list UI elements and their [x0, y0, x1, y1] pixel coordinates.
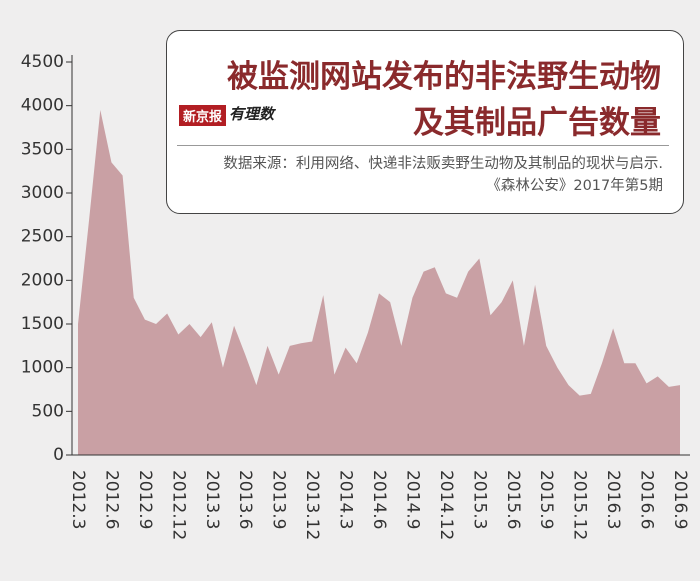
x-tick-label: 2014.6: [369, 470, 389, 529]
x-tick-label: 2015.6: [503, 470, 523, 529]
y-tick-label: 3000: [21, 183, 64, 203]
x-tick-label: 2014.3: [336, 470, 356, 529]
x-tick-label: 2012.9: [135, 470, 155, 529]
x-tick-label: 2013.12: [302, 470, 322, 540]
x-tick-label: 2013.9: [269, 470, 289, 529]
x-tick-label: 2015.12: [570, 470, 590, 540]
x-tick-label: 2012.6: [101, 470, 121, 529]
y-tick-label: 2500: [21, 227, 64, 247]
y-tick-label: 500: [32, 401, 64, 421]
y-tick-label: 4000: [21, 96, 64, 116]
x-tick-label: 2015.9: [536, 470, 556, 529]
brand: 新京报: [179, 105, 227, 126]
x-tick-label: 2016.3: [603, 470, 623, 529]
x-tick-label: 2014.9: [402, 470, 422, 529]
y-tick-label: 0: [53, 445, 64, 465]
x-tick-label: 2012.3: [68, 470, 88, 529]
title-box: 被监测网站发布的非法野生动物 新京报 有理数 及其制品广告数量 数据来源：利用网…: [166, 30, 684, 214]
source: 数据来源：利用网络、快递非法贩卖野生动物及其制品的现状与启示.《森林公安》201…: [223, 156, 663, 194]
chart-subtitle: 及其制品广告数量: [413, 105, 661, 141]
y-tick-label: 4500: [21, 52, 64, 72]
y-tick-label: 3500: [21, 139, 64, 159]
y-tick-label: 2000: [21, 270, 64, 290]
y-tick-label: 1000: [21, 358, 64, 378]
x-tick-label: 2015.3: [469, 470, 489, 529]
x-tick-label: 2014.12: [436, 470, 456, 540]
brand-sub: 有理数: [229, 105, 275, 123]
x-tick-label: 2016.9: [670, 470, 690, 529]
chart-title: 被监测网站发布的非法野生动物: [227, 59, 661, 95]
x-tick-label: 2016.6: [637, 470, 657, 529]
x-tick-label: 2012.12: [168, 470, 188, 540]
x-tick-label: 2013.3: [202, 470, 222, 529]
x-tick-label: 2013.6: [235, 470, 255, 529]
divider: [177, 145, 669, 146]
area: [78, 110, 680, 456]
y-tick-label: 1500: [21, 314, 64, 334]
